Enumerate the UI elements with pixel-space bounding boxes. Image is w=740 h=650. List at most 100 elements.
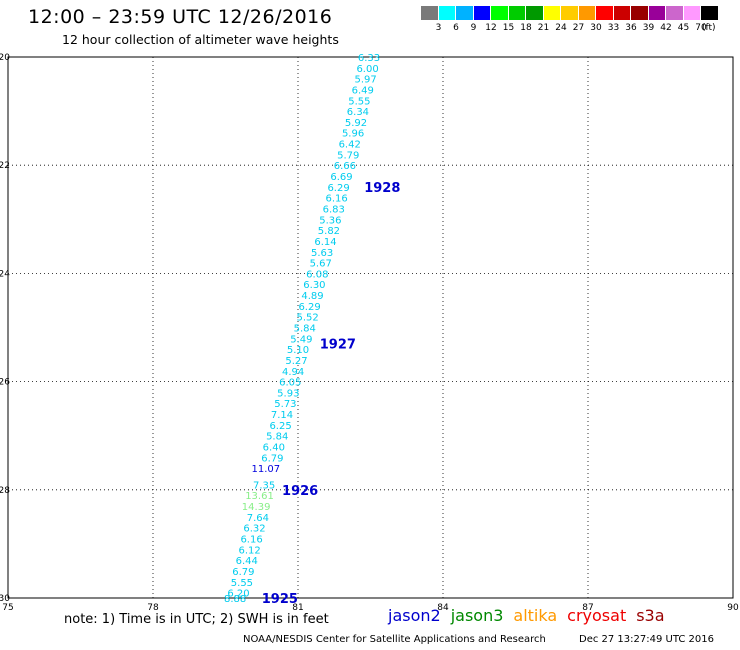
wave-height-label: 5.97 [355, 75, 377, 86]
wave-height-label: 6.25 [269, 421, 291, 432]
wave-height-label: 6.29 [298, 302, 320, 313]
wave-height-label: 6.16 [240, 534, 262, 545]
wave-height-label: 5.67 [310, 259, 332, 270]
colorbar-label: 21 [537, 23, 550, 33]
colorbar-label: 45 [677, 23, 690, 33]
colorbar-swatch [543, 6, 561, 20]
wave-height-label: 5.79 [337, 150, 359, 161]
legend-item-jason3: jason3 [450, 606, 504, 625]
colorbar-label: 36 [625, 23, 637, 33]
colorbar-swatch [421, 6, 439, 20]
wave-height-label: 5.10 [287, 345, 309, 356]
grid-lines [8, 57, 733, 598]
wave-height-label: 5.52 [297, 313, 319, 324]
colorbar-swatch [456, 6, 474, 20]
colorbar-swatch [491, 6, 509, 20]
wave-height-label: 5.82 [318, 226, 340, 237]
axis-tick-labels: 75 78 81 84 87 90 -20 -22 -24 -26 -28 -30 [0, 53, 739, 610]
wave-height-label: 5.36 [319, 215, 341, 226]
wave-height-label: 6.42 [339, 140, 361, 151]
wave-height-label: 6.83 [323, 204, 345, 215]
wave-height-label: 5.63 [311, 248, 333, 259]
colorbar-swatch [701, 6, 719, 20]
wave-height-label: 7.14 [271, 410, 293, 421]
note-text: note: 1) Time is in UTC; 2) SWH is in fe… [64, 612, 329, 627]
colorbar-swatch [561, 6, 579, 20]
y-tick-label: -30 [0, 594, 10, 604]
colorbar-swatch [666, 6, 684, 20]
colorbar-swatch [438, 6, 456, 20]
wave-height-label: 6.12 [239, 545, 261, 556]
colorbar-label: 33 [607, 23, 620, 33]
wave-height-label: 6.08 [306, 269, 328, 280]
x-tick-label: 84 [437, 603, 449, 610]
data-points: 6.336.005.976.495.556.345.925.966.425.79… [224, 53, 380, 605]
wave-height-label: 6.16 [326, 194, 348, 205]
footer-timestamp: Dec 27 13:27:49 UTC 2016 [579, 634, 714, 645]
colorbar-label: 18 [520, 23, 532, 33]
footer-credit: NOAA/NESDIS Center for Satellite Applica… [243, 634, 546, 645]
colorbar-label: 6 [453, 23, 459, 33]
x-tick-label: 75 [2, 603, 13, 610]
wave-height-label: 6.34 [347, 107, 369, 118]
wave-height-label: 6.14 [314, 237, 336, 248]
wave-height-label: 6.30 [303, 280, 325, 291]
satellite-legend: jason2 jason3 altika cryosat s3a [388, 606, 675, 625]
pass-time-label: 1928 [364, 181, 400, 196]
page-subtitle: 12 hour collection of altimeter wave hei… [62, 32, 339, 47]
wave-height-label: 5.96 [342, 129, 364, 140]
wave-height-label: 14.39 [242, 502, 271, 513]
wave-height-label: 6.29 [327, 183, 349, 194]
wave-height-label: 6.00 [356, 64, 378, 75]
colorbar-label: 3 [435, 23, 442, 33]
wave-height-label: 5.55 [348, 96, 370, 107]
colorbar-swatch [596, 6, 614, 20]
pass-annotations: 1928 1927 1926 1925 [262, 181, 401, 607]
colorbar-swatch [683, 6, 701, 20]
wave-height-label: 13.61 [245, 491, 274, 502]
wave-height-label: 8.88 [224, 594, 246, 605]
wave-height-label: 5.84 [266, 432, 288, 443]
colorbar-swatch [648, 6, 666, 20]
wave-height-label: 5.73 [274, 399, 296, 410]
y-tick-label: -28 [0, 486, 10, 496]
colorbar-swatch [613, 6, 631, 20]
wave-height-label: 6.49 [352, 85, 374, 96]
wave-height-label: 6.69 [330, 172, 352, 183]
pass-time-label: 1925 [262, 592, 298, 607]
pass-time-label: 1926 [282, 484, 318, 499]
x-tick-label: 81 [292, 603, 303, 610]
wave-height-label: 6.33 [358, 53, 380, 64]
wave-height-label: 4.89 [301, 291, 323, 302]
plot-frame [7, 56, 734, 599]
wave-height-label: 7.35 [253, 480, 275, 491]
y-tick-label: -24 [0, 269, 10, 279]
wave-height-label: 6.66 [334, 161, 356, 172]
colorbar-swatch [508, 6, 526, 20]
colorbar-label: 70 [695, 23, 707, 33]
wave-height-label: 6.20 [227, 589, 249, 600]
wave-height-label: 5.27 [285, 356, 307, 367]
wave-height-label: 4.94 [282, 367, 304, 378]
wave-height-label: 5.92 [345, 118, 367, 129]
x-tick-label: 90 [727, 603, 739, 610]
wave-height-label: 6.79 [261, 453, 283, 464]
colorbar-label: 42 [660, 23, 672, 33]
colorbar-swatch [473, 6, 491, 20]
y-tick-label: -20 [0, 53, 10, 63]
wave-height-label: 5.49 [290, 334, 312, 345]
colorbar-swatch [631, 6, 649, 20]
legend-item-s3a: s3a [636, 606, 665, 625]
colorbar-label: 15 [502, 23, 515, 33]
wave-height-label: 5.93 [277, 388, 299, 399]
wave-height-label: 7.64 [247, 513, 269, 524]
colorbar-label: 39 [642, 23, 655, 33]
x-tick-label: 78 [147, 603, 159, 610]
y-tick-label: -22 [0, 161, 10, 171]
wave-height-label: 5.55 [231, 578, 253, 589]
colorbar-label: 9 [470, 23, 477, 33]
wave-height-label: 6.79 [232, 567, 254, 578]
colorbar-label: 27 [572, 23, 585, 33]
wave-height-label: 6.44 [236, 556, 258, 567]
